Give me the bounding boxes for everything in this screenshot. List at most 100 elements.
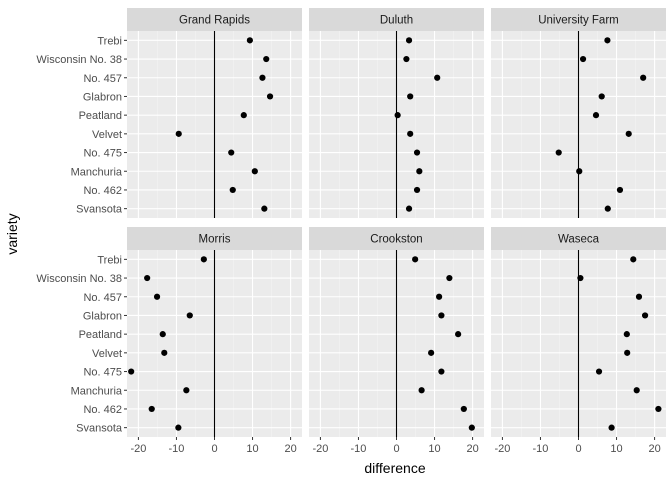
data-point xyxy=(261,205,268,212)
data-point xyxy=(592,112,600,119)
y-tick-label: Velvet xyxy=(92,348,122,360)
data-point xyxy=(200,256,207,263)
data-point xyxy=(159,331,166,338)
x-tick-label: 20 xyxy=(284,443,296,455)
facet-title: Duluth xyxy=(380,15,413,27)
y-tick-label: Peatland xyxy=(79,110,122,122)
facet-panel: Waseca xyxy=(491,227,666,437)
x-tick-label: 0 xyxy=(211,443,217,455)
data-point xyxy=(640,74,647,81)
facet-strip xyxy=(127,227,302,250)
x-tick-label: 20 xyxy=(466,443,478,455)
data-point xyxy=(428,349,435,356)
facet-strip xyxy=(127,8,302,31)
facet-title: Grand Rapids xyxy=(179,15,250,27)
data-point xyxy=(598,93,605,100)
data-point xyxy=(161,349,168,356)
x-tick-label: -20 xyxy=(494,443,510,455)
y-tick-label: Trebi xyxy=(97,254,122,266)
data-point xyxy=(183,387,190,394)
x-tick-label: 0 xyxy=(575,443,581,455)
data-point xyxy=(228,149,235,156)
data-point xyxy=(403,55,410,63)
data-point xyxy=(240,112,247,119)
data-point xyxy=(625,130,632,137)
y-tick-label: Wisconsin No. 38 xyxy=(36,54,122,66)
y-tick-label: Glabron xyxy=(83,310,122,322)
data-point xyxy=(630,256,637,263)
data-point xyxy=(416,168,423,175)
data-point xyxy=(175,424,182,431)
facet-strip xyxy=(309,8,484,31)
data-point xyxy=(407,93,414,100)
x-tick-label: 10 xyxy=(428,443,440,455)
facet-title: Waseca xyxy=(558,234,600,246)
x-tick-label: -20 xyxy=(130,443,146,455)
data-point xyxy=(595,368,603,375)
data-point xyxy=(413,186,421,194)
facet-panel: University Farm xyxy=(491,8,666,218)
y-tick-label: No. 475 xyxy=(83,148,122,160)
data-point xyxy=(608,424,615,431)
data-point xyxy=(434,74,441,81)
x-tick-label: -20 xyxy=(312,443,328,455)
facet-title: University Farm xyxy=(538,15,619,27)
y-tick-label: Manchuria xyxy=(71,385,123,397)
data-point xyxy=(175,130,182,137)
y-tick-label: Peatland xyxy=(79,329,122,341)
data-point xyxy=(413,149,421,156)
facet-panel: Crookston xyxy=(309,227,484,437)
data-point xyxy=(624,349,631,356)
y-tick-label: Trebi xyxy=(97,35,122,47)
x-tick-label: 10 xyxy=(246,443,258,455)
facet-title: Morris xyxy=(199,234,231,246)
y-tick-label: No. 457 xyxy=(83,292,122,304)
data-point xyxy=(405,205,413,212)
data-point xyxy=(148,405,155,413)
data-point xyxy=(251,168,258,175)
y-tick-label: Velvet xyxy=(92,129,122,141)
y-tick-label: No. 457 xyxy=(83,73,122,85)
y-tick-label: Manchuria xyxy=(71,166,123,178)
data-point xyxy=(412,256,419,263)
facet-title: Crookston xyxy=(370,234,422,246)
facet-panel: Duluth xyxy=(309,8,484,218)
y-tick-label: Svansota xyxy=(76,423,123,435)
data-point xyxy=(579,55,587,63)
y-tick-label: Glabron xyxy=(83,91,122,103)
facet-panels: Grand Rapids Duluth University Farm Morris C… xyxy=(127,8,666,437)
facet-panel: Grand Rapids xyxy=(127,8,302,218)
data-point xyxy=(446,274,453,282)
x-tick-label: -10 xyxy=(533,443,549,455)
y-axis: Trebi Wisconsin No. 38 No. 457 Glabron Peatl… xyxy=(36,35,127,435)
y-tick-label: No. 462 xyxy=(83,185,122,197)
facet-strip xyxy=(309,227,484,250)
facet-strip xyxy=(491,8,666,31)
x-tick-label: -10 xyxy=(351,443,367,455)
data-point xyxy=(623,331,630,338)
data-point xyxy=(438,312,445,319)
y-axis-label: variety xyxy=(4,213,20,254)
x-axis-label: difference xyxy=(364,460,425,476)
data-point xyxy=(418,387,425,394)
data-point xyxy=(641,312,649,319)
data-point xyxy=(128,368,135,375)
y-tick-label: No. 462 xyxy=(83,404,122,416)
data-point xyxy=(455,331,462,338)
y-tick-label: Svansota xyxy=(76,204,123,216)
data-point xyxy=(153,293,161,300)
data-point xyxy=(655,405,662,413)
data-point xyxy=(635,293,643,300)
data-point xyxy=(555,149,562,156)
x-axis: -20 -10 0 10 20 -20 -10 0 10 20 -20 -10 0 10 20 xyxy=(130,437,661,455)
facet-strip xyxy=(491,227,666,250)
x-tick-label: 0 xyxy=(393,443,399,455)
data-point xyxy=(405,37,413,44)
x-tick-label: 20 xyxy=(648,443,660,455)
data-point xyxy=(246,37,253,44)
data-point xyxy=(259,74,266,81)
data-point xyxy=(266,93,274,100)
data-point xyxy=(468,424,475,431)
